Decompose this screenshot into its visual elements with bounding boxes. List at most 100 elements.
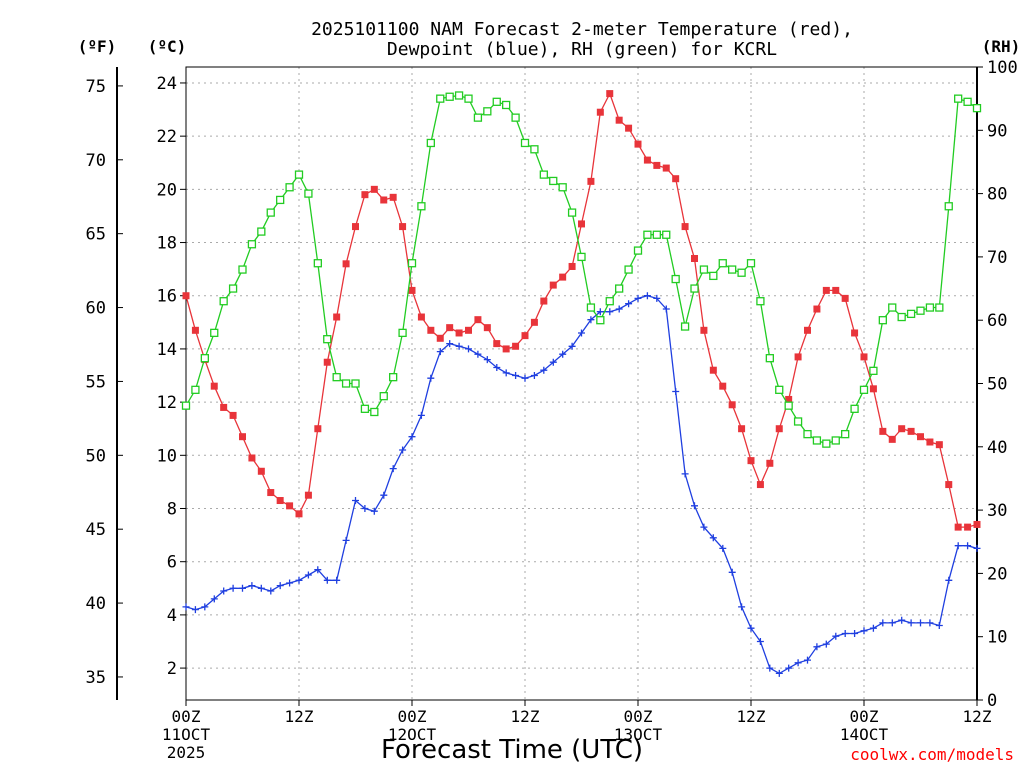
temperature-point [653,161,661,169]
relative-humidity-point [530,145,539,154]
dewpoint-point [370,507,378,515]
relative-humidity-point [370,407,379,417]
relative-humidity-line [185,94,978,445]
relative-humidity-point [389,373,398,382]
dewpoint-point [474,350,482,358]
temperature-point [700,326,708,334]
dewpoint-point [804,656,811,664]
dewpoint-point [756,638,764,645]
celsius-tick-label: 12 [157,393,177,413]
dewpoint-point [662,305,670,313]
temperature-point [521,332,529,340]
dewpoint-point [304,571,312,579]
dewpoint-point [333,576,341,584]
relative-humidity-point [539,170,548,179]
dewpoint-point [907,619,915,627]
temperature-line [185,91,978,528]
temperature-point [822,286,830,294]
relative-humidity-point [323,335,332,344]
relative-humidity-point [567,208,577,217]
celsius-tick-label: 22 [157,127,177,147]
temperature-point [643,156,651,164]
temperature-point [267,489,275,497]
relative-humidity-point [765,354,774,363]
relative-humidity-point [304,189,313,198]
fahrenheit-tick-label: 40 [86,594,106,614]
temperature-point [794,353,802,361]
dewpoint-point [681,470,689,478]
dewpoint-point [295,576,303,584]
temperature-point [257,467,265,475]
x-tick-label: 00Z [850,707,879,726]
dewpoint-point [945,576,953,584]
relative-humidity-point [502,100,511,110]
temperature-point [191,326,199,334]
dewpoint-point [239,584,246,592]
relative-humidity-point [652,230,661,239]
relative-humidity-point [219,297,228,306]
relative-humidity-point [793,417,803,426]
dewpoint-point [267,587,275,595]
temperature-point [239,433,246,441]
relative-humidity-point [341,379,351,388]
relative-humidity-point [812,436,822,445]
relative-humidity-point [944,202,953,211]
relative-humidity-point [351,379,360,388]
relative-humidity-point [436,94,445,103]
relative-humidity-point [737,268,746,277]
dewpoint-point [625,300,633,308]
rh-tick-label: 10 [987,628,1007,648]
temperature-point [596,108,604,116]
relative-humidity-point [690,284,699,293]
temperature-point [474,316,482,324]
temperature-point [681,223,689,231]
dewpoint-point [248,582,256,590]
dewpoint-point [399,446,407,454]
temperature-point [559,273,567,281]
rh-tick-label: 40 [987,438,1007,458]
celsius-tick-label: 16 [157,287,177,307]
relative-humidity-point [869,366,878,375]
temperature-point [785,395,793,403]
dewpoint-point [408,433,416,441]
temperature-point [286,502,294,510]
rh-tick-label: 80 [987,185,1007,205]
dewpoint-point [709,534,717,542]
dewpoint-point [832,632,840,640]
dewpoint-point [521,374,529,382]
relative-humidity-point [859,385,869,394]
celsius-tick-label: 8 [167,500,177,520]
dewpoint-point [615,305,623,313]
dewpoint-point [643,292,651,300]
dewpoint-point [653,294,661,302]
dewpoint-point [578,329,585,337]
relative-humidity-point [850,404,859,413]
temperature-point [323,358,331,366]
relative-humidity-point [972,103,982,113]
dewpoint-point [361,505,369,512]
dewpoint-point [766,664,774,672]
celsius-tick-label: 24 [157,74,177,94]
dewpoint-point [549,358,557,366]
dewpoint-point [389,465,397,473]
series [181,90,982,677]
celsius-tick-label: 18 [157,234,177,254]
relative-humidity-point [511,113,520,122]
temperature-point [248,454,256,462]
relative-humidity-point [247,240,257,249]
celsius-tick-label: 10 [157,446,177,466]
rh-tick-label: 100 [987,58,1018,78]
temperature-point [738,425,746,433]
relative-humidity-point [954,94,963,103]
x-tick-label: 12OCT [388,725,437,744]
celsius-tick-label: 2 [167,659,177,679]
relative-humidity-point [906,309,916,319]
x-tick-label: 12Z [963,707,992,726]
relative-humidity-point [746,259,756,268]
dewpoint-point [512,372,520,379]
dewpoint-point [879,619,887,627]
temperature-point [851,329,859,337]
dewpoint-point [775,669,783,677]
fahrenheit-tick-label: 70 [86,151,106,171]
